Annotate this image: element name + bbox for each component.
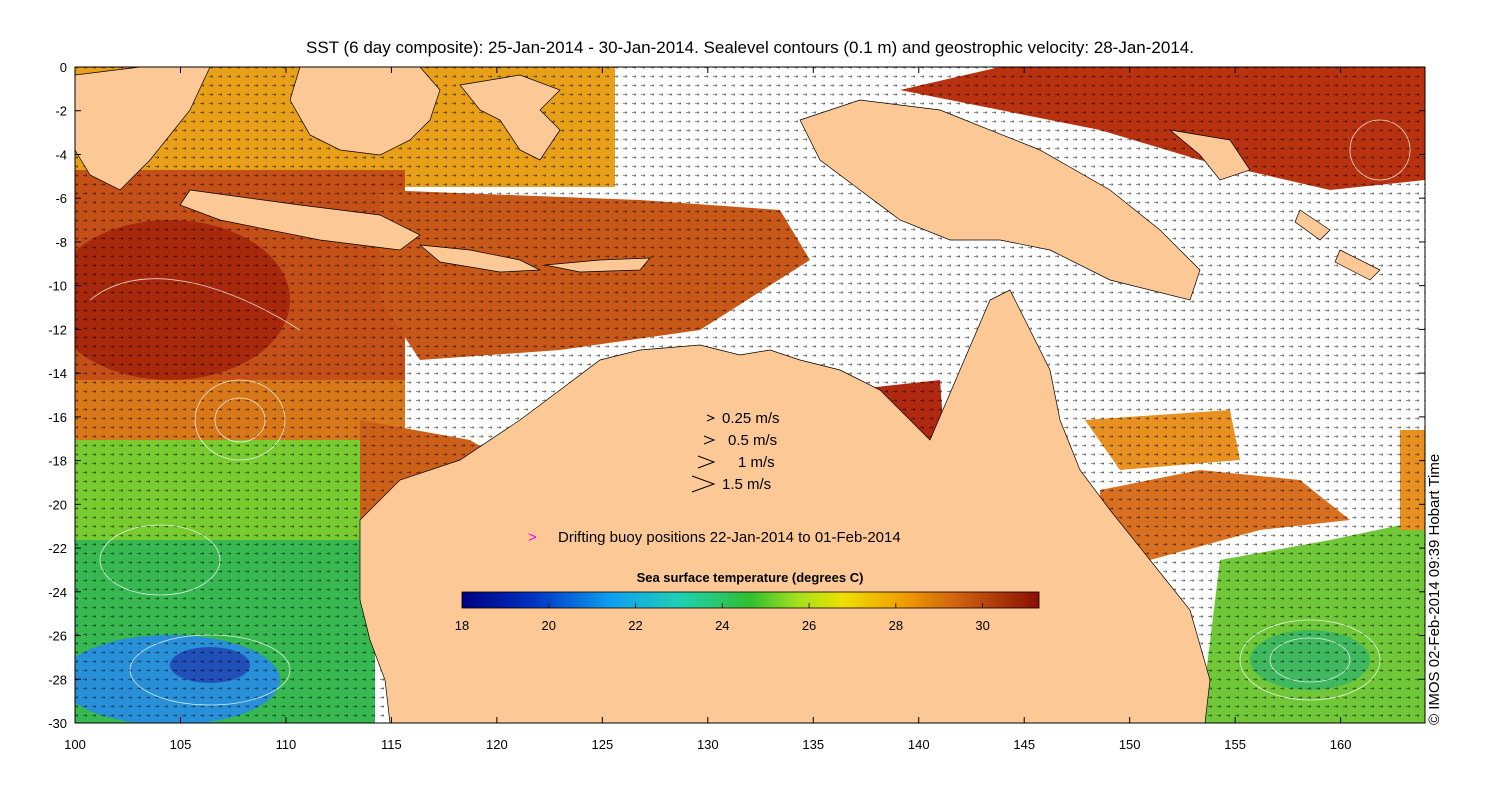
velocity-arrow	[706, 414, 716, 422]
colorbar-tick-label: 20	[542, 618, 556, 633]
landmass	[75, 67, 1381, 723]
colorbar-tick-label: 18	[455, 618, 469, 633]
y-tick-label: 0	[60, 60, 67, 75]
y-tick-label: -4	[55, 147, 67, 162]
x-tick-label: 110	[276, 737, 297, 752]
y-tick-label: -22	[48, 541, 67, 556]
y-tick-label: -24	[48, 585, 67, 600]
map-plot-area	[75, 67, 1425, 723]
buoy-legend-marker: >	[528, 529, 537, 546]
y-tick-label: -30	[48, 716, 67, 731]
x-tick-label: 125	[591, 737, 613, 752]
y-tick-label: -20	[48, 497, 67, 512]
velocity-arrow	[697, 455, 716, 469]
map-title: SST (6 day composite): 25-Jan-2014 - 30-…	[306, 38, 1194, 57]
y-tick-label: -2	[55, 104, 67, 119]
colorbar-tick-label: 28	[889, 618, 903, 633]
y-tick-label: -12	[48, 322, 67, 337]
velocity-label: 0.5 m/s	[728, 432, 777, 449]
y-axis: 0 -2 -4 -6 -8 -10 -12 -14 -16 -18 -20 -22 -24 -26 -28 -…	[48, 60, 1425, 731]
colorbar-title: Sea surface temperature (degrees C)	[637, 570, 864, 585]
velocity-label: 1 m/s	[738, 454, 775, 471]
velocity-label: 1.5 m/s	[722, 476, 771, 493]
y-tick-label: -10	[48, 279, 67, 294]
y-tick-label: -8	[55, 235, 67, 250]
y-tick-label: -14	[48, 366, 67, 381]
y-tick-label: -18	[48, 454, 67, 469]
x-tick-label: 155	[1224, 737, 1246, 752]
y-tick-label: -28	[48, 672, 67, 687]
velocity-label: 0.25 m/s	[722, 410, 780, 427]
plot-frame	[74, 66, 1426, 724]
colorbar-ticks: 18 20 22 24 26 28 30	[455, 603, 990, 633]
x-tick-label: 115	[381, 737, 402, 752]
colorbar-tick-label: 24	[715, 618, 729, 633]
x-tick-label: 145	[1013, 737, 1035, 752]
buoy-legend-label: Drifting buoy positions 22-Jan-2014 to 0…	[558, 529, 901, 546]
x-tick-label: 100	[64, 737, 86, 752]
velocity-arrow	[691, 475, 716, 493]
colorbar-tick-label: 30	[975, 618, 989, 633]
colorbar-scale	[461, 591, 1040, 609]
colorbar-tick-label: 26	[802, 618, 816, 633]
x-tick-label: 150	[1119, 737, 1141, 752]
x-axis: 100 105 110 115 120 125 130 135 140 145 150 155 160	[64, 67, 1351, 752]
x-tick-label: 105	[170, 737, 192, 752]
y-tick-label: -6	[55, 191, 67, 206]
credit-text: © IMOS 02-Feb-2014 09:39 Hobart Time	[1426, 453, 1443, 725]
x-tick-label: 120	[486, 737, 508, 752]
x-tick-label: 140	[908, 737, 930, 752]
colorbar-tick-label: 22	[628, 618, 642, 633]
x-tick-label: 130	[697, 737, 719, 752]
buoy-legend: > Drifting buoy positions 22-Jan-2014 to…	[528, 529, 901, 546]
velocity-legend: 0.25 m/s 0.5 m/s 1 m/s 1.5 m/s	[691, 410, 780, 493]
sealevel-contours	[89, 119, 1411, 706]
x-tick-label: 160	[1330, 737, 1352, 752]
y-tick-label: -26	[48, 629, 67, 644]
y-tick-label: -16	[48, 410, 67, 425]
colorbar: Sea surface temperature (degrees C) 18 20…	[455, 570, 1040, 633]
x-tick-label: 135	[802, 737, 824, 752]
velocity-arrow	[703, 435, 716, 445]
